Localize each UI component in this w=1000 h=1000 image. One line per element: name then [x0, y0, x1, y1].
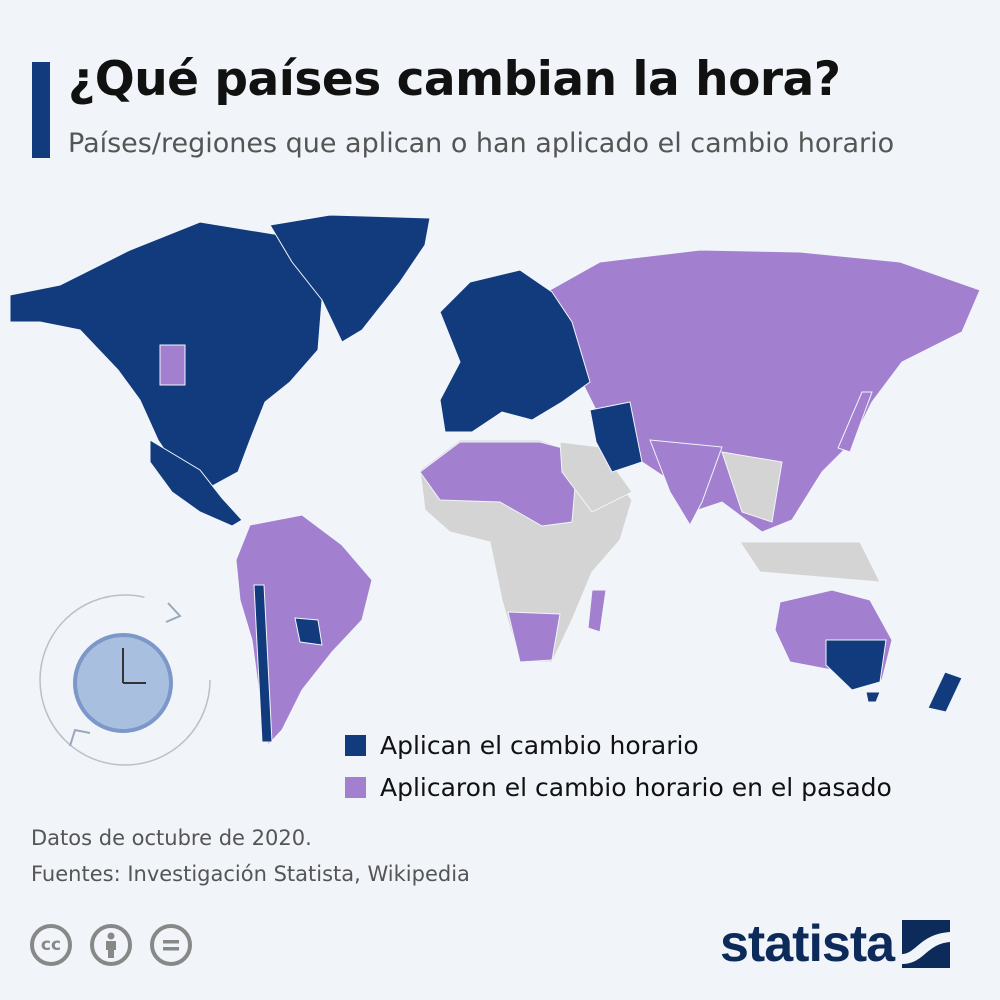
legend-swatch-current	[345, 734, 366, 756]
statista-logo-text: statista	[720, 915, 895, 973]
legend: Aplican el cambio horario Aplicaron el c…	[345, 724, 892, 808]
data-date-note: Datos de octubre de 2020.	[31, 826, 312, 850]
legend-item-current: Aplican el cambio horario	[345, 724, 892, 766]
region-canada-past-areas	[159, 344, 186, 386]
legend-label-current: Aplican el cambio horario	[380, 730, 699, 760]
region-japan	[837, 391, 873, 453]
region-indonesia	[739, 541, 881, 583]
attribution-icon[interactable]	[90, 924, 132, 966]
region-southeast-australia	[825, 639, 887, 691]
statista-logo-icon	[902, 920, 951, 968]
sources-note: Fuentes: Investigación Statista, Wikiped…	[31, 862, 470, 886]
region-southeast-asia	[721, 451, 783, 523]
legend-swatch-past	[345, 776, 366, 798]
region-mexico	[149, 439, 243, 527]
page-title: ¿Qué países cambian la hora?	[68, 52, 841, 107]
region-tasmania	[865, 691, 881, 703]
region-paraguay	[294, 617, 323, 646]
region-arabia	[559, 441, 633, 513]
clock-icon	[39, 594, 211, 766]
statista-logo[interactable]: statista	[720, 914, 951, 974]
region-europe	[439, 269, 591, 433]
no-derivatives-icon[interactable]	[150, 924, 192, 966]
region-southern-africa	[507, 611, 561, 663]
page-subtitle: Países/regiones que aplican o han aplica…	[68, 128, 895, 159]
region-new-zealand	[927, 671, 963, 713]
region-north-africa	[419, 441, 579, 527]
region-iran	[589, 401, 643, 473]
region-india	[649, 439, 723, 527]
legend-item-past: Aplicaron el cambio horario en el pasado	[345, 766, 892, 808]
legend-label-past: Aplicaron el cambio horario en el pasado	[380, 772, 892, 802]
cc-icon[interactable]: cc	[30, 924, 72, 966]
title-accent-bar	[32, 62, 50, 158]
region-greenland	[269, 214, 431, 343]
region-chile	[253, 584, 273, 743]
region-madagascar	[587, 589, 607, 633]
